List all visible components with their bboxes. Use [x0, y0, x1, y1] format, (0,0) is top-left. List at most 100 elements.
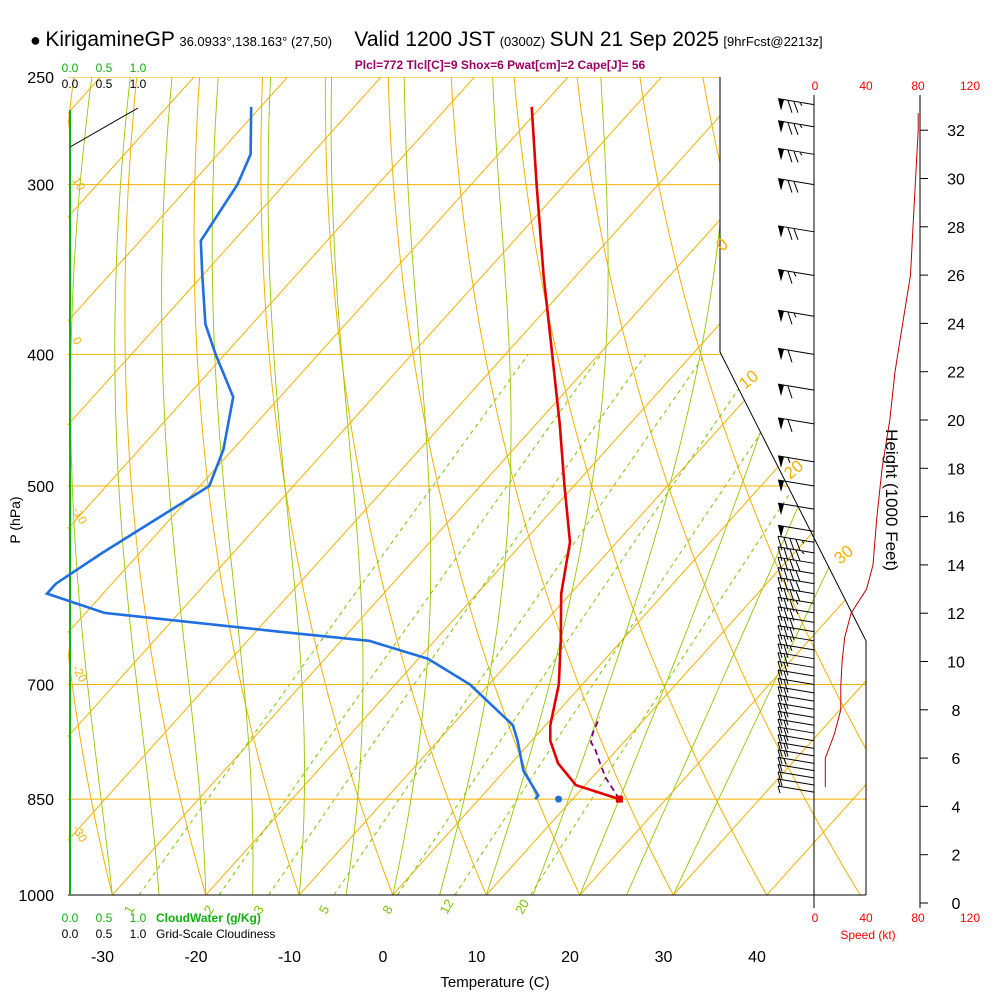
- wind-barb-staff: [777, 726, 815, 734]
- moist-adiabat-line: [439, 77, 512, 895]
- wind-barb: [777, 615, 815, 631]
- dry-adiabat-label: 0: [712, 234, 731, 255]
- speed-tick-top: 120: [960, 79, 980, 93]
- station-name: KirigamineGP: [45, 28, 175, 51]
- wind-barb: [777, 269, 815, 284]
- wind-barb-full: [783, 626, 789, 640]
- wind-barb-flag: [778, 455, 784, 468]
- wind-barb-half: [789, 637, 793, 643]
- wind-barb-full: [777, 625, 783, 640]
- moist-adiabat-line: [114, 77, 160, 895]
- wind-barb-full: [795, 591, 801, 602]
- height-tick-label: 26: [947, 268, 965, 285]
- wind-barb: [777, 347, 815, 363]
- wind-barb-full: [787, 385, 793, 399]
- height-tick-label: 2: [952, 848, 961, 865]
- dry-adiabat-line: [0, 53, 19, 895]
- wind-barb-full: [787, 312, 793, 325]
- moist-adiabat-label: -30: [69, 823, 90, 845]
- wind-barb: [777, 309, 815, 325]
- wind-barb: [777, 546, 815, 562]
- wind-barb-full: [777, 726, 783, 742]
- wind-barb-full: [783, 635, 789, 649]
- height-tick-label: 24: [947, 316, 965, 333]
- wind-barb-full: [783, 743, 789, 757]
- height-tick-label: 22: [947, 365, 965, 382]
- dry-adiabat-line: [324, 77, 487, 895]
- isotherm-line: [68, 77, 195, 895]
- mixing-ratio-line: [138, 354, 529, 895]
- wind-barb: [777, 764, 815, 779]
- wind-barb-full: [783, 728, 789, 742]
- wind-speed-profile-line: [824, 113, 919, 788]
- mixing-ratio-line: [333, 354, 706, 895]
- cloudwater-tick-bottom: 1.0: [130, 911, 147, 925]
- wind-barb-flag: [778, 225, 784, 238]
- mixing-ratio-line: [397, 354, 763, 895]
- wind-barb-half: [787, 457, 791, 464]
- wind-barb: [777, 686, 815, 702]
- height-tick-label: 6: [952, 751, 961, 768]
- height-tick-label: 28: [947, 220, 965, 237]
- wind-barb-staff: [777, 734, 815, 742]
- wind-barb: [777, 643, 815, 658]
- height-tick-label: 0: [952, 896, 961, 913]
- wind-barb-full: [783, 720, 789, 734]
- wind-barb-full: [787, 122, 793, 135]
- moist-adiabat-line: [485, 77, 609, 895]
- height-tick-label: 14: [947, 558, 965, 575]
- wind-barb-full: [789, 627, 795, 640]
- cloudiness-tick-bottom: 0.0: [62, 927, 79, 941]
- valid-time: Valid 1200 JST: [354, 28, 496, 51]
- moist-adiabat-line: [532, 77, 729, 895]
- wind-barb: [777, 479, 815, 492]
- moist-adiabat-line: [0, 53, 25, 895]
- wind-barb-full: [777, 719, 783, 734]
- height-tick-label: 30: [947, 172, 965, 189]
- wind-barb-full: [789, 589, 795, 602]
- cloudwater-tick-top: 1.0: [130, 61, 147, 75]
- wind-barb-flag: [778, 310, 784, 323]
- wind-barb-staff: [777, 749, 815, 757]
- dry-adiabat-line: [68, 77, 113, 895]
- wind-barb-half: [795, 600, 799, 605]
- moist-adiabat-line: [330, 77, 364, 895]
- dry-adiabat-line: [511, 77, 768, 895]
- wind-barb-full: [793, 181, 799, 193]
- wind-barb-staff: [777, 634, 815, 642]
- wind-barb-full: [783, 653, 789, 667]
- wind-barb-half: [793, 313, 797, 318]
- cloudiness-tick-bottom: 0.5: [96, 927, 113, 941]
- wind-barb-staff: [777, 652, 815, 660]
- wind-barb: [777, 502, 815, 516]
- wind-barb-staff: [777, 577, 815, 585]
- wind-barb-staff: [777, 741, 815, 749]
- wind-barb-full: [783, 704, 789, 718]
- y-axis-title: P (hPa): [7, 496, 23, 543]
- wind-barb: [777, 98, 815, 113]
- wind-barb: [777, 694, 815, 710]
- height-tick-label: 18: [947, 461, 965, 478]
- isotherm-line: [68, 77, 382, 895]
- wind-barb-staff: [777, 778, 815, 786]
- wind-barb-staff: [777, 771, 815, 779]
- wind-barb-full: [789, 559, 795, 572]
- plot-frame-right: [719, 77, 867, 895]
- wind-barb-full: [783, 644, 789, 658]
- wind-barb-full: [793, 228, 799, 240]
- wind-barb-half: [799, 152, 803, 156]
- wind-barb-full: [787, 227, 793, 240]
- wind-barb-full: [777, 764, 783, 779]
- wind-barb-full: [783, 712, 789, 726]
- wind-barb: [777, 734, 815, 749]
- height-axis-title: Height (1000 Feet): [882, 429, 901, 571]
- pressure-tick-label: 1000: [18, 888, 54, 905]
- wind-barb-full: [777, 771, 783, 787]
- wind-barb-full: [789, 569, 795, 582]
- wind-barb: [777, 726, 815, 742]
- wind-barb-full: [777, 678, 783, 693]
- wind-barb-staff: [777, 556, 815, 564]
- wind-barb-full: [789, 618, 795, 631]
- wind-barb-staff: [777, 785, 815, 793]
- wind-barb: [777, 556, 815, 572]
